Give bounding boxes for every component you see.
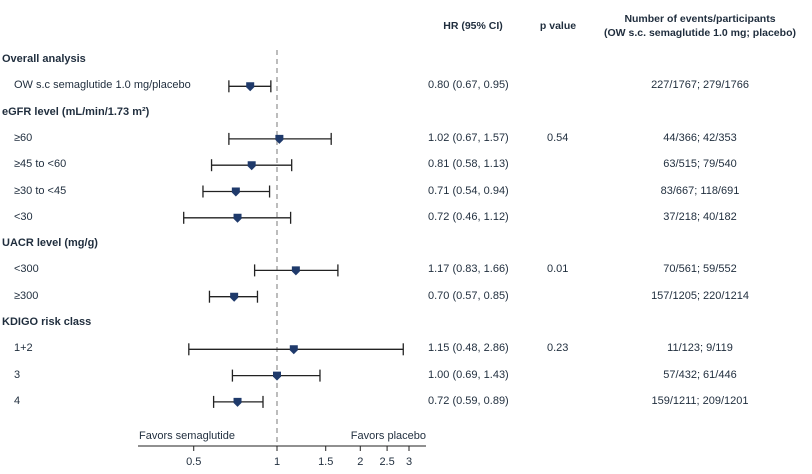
section-label: KDIGO risk class xyxy=(2,316,92,328)
hr-value: 0.72 (0.59, 0.89) xyxy=(428,394,509,407)
row-label: 1+2 xyxy=(14,342,33,355)
x-tick-label: 2 xyxy=(357,456,363,468)
row-label: 4 xyxy=(14,394,21,407)
events-value: 159/1211; 209/1201 xyxy=(651,394,749,407)
section-label: Overall analysis xyxy=(2,53,86,65)
x-tick-label: 3 xyxy=(406,456,412,468)
section-label: eGFR level (mL/min/1.73 m²) xyxy=(2,105,150,118)
events-value: 57/432; 61/446 xyxy=(663,368,737,381)
column-header-hr: HR (95% CI) xyxy=(443,20,503,32)
column-header-p-value: p value xyxy=(539,20,577,32)
favors-placebo-label: Favors placebo xyxy=(351,430,426,442)
section-label: UACR level (mg/g) xyxy=(2,237,98,250)
events-value: 227/1767; 279/1766 xyxy=(651,79,749,92)
hr-marker xyxy=(233,397,242,407)
hr-marker xyxy=(291,266,300,276)
hr-value: 1.00 (0.69, 1.43) xyxy=(428,368,509,381)
events-value: 44/366; 42/353 xyxy=(663,131,737,144)
events-value: 63/515; 79/540 xyxy=(663,158,737,171)
hr-marker xyxy=(231,187,240,197)
x-tick-label: 1 xyxy=(274,456,280,468)
hr-value: 0.71 (0.54, 0.94) xyxy=(428,184,509,197)
row-label: ≥300 xyxy=(14,289,39,302)
hr-marker xyxy=(246,82,255,92)
hr-value: 0.70 (0.57, 0.85) xyxy=(428,289,509,302)
hr-marker xyxy=(230,292,239,302)
p-value: 0.54 xyxy=(547,131,569,144)
x-tick-label: 1.5 xyxy=(318,456,333,468)
x-tick-label: 0.5 xyxy=(186,456,201,468)
hr-marker xyxy=(233,213,242,223)
events-value: 11/123; 9/119 xyxy=(667,342,733,355)
hr-marker xyxy=(289,345,298,355)
events-value: 157/1205; 220/1214 xyxy=(651,289,749,302)
events-value: 37/218; 40/182 xyxy=(663,210,737,223)
row-label: OW s.c semaglutide 1.0 mg/placebo xyxy=(14,79,191,92)
row-label: ≥60 xyxy=(14,131,33,144)
column-header-events-line1: Number of events/participants xyxy=(624,13,776,25)
events-value: 83/667; 118/691 xyxy=(660,184,740,197)
row-label: 3 xyxy=(14,368,21,381)
column-header-events-line2: (OW s.c. semaglutide 1.0 mg; placebo) xyxy=(604,27,796,39)
row-label: ≥45 to <60 xyxy=(14,158,67,171)
hr-value: 0.72 (0.46, 1.12) xyxy=(428,210,509,223)
hr-marker xyxy=(273,371,281,381)
row-label: <300 xyxy=(14,263,39,276)
hr-value: 0.81 (0.58, 1.13) xyxy=(428,158,509,171)
hr-marker xyxy=(275,134,284,144)
hr-value: 1.02 (0.67, 1.57) xyxy=(428,131,509,144)
hr-value: 0.80 (0.67, 0.95) xyxy=(428,79,509,92)
row-label: <30 xyxy=(14,210,33,223)
p-value: 0.23 xyxy=(547,342,569,355)
hr-marker xyxy=(247,161,256,171)
events-value: 70/561; 59/552 xyxy=(663,263,737,276)
row-label: ≥30 to <45 xyxy=(14,184,67,197)
hr-value: 1.15 (0.48, 2.86) xyxy=(428,342,509,355)
hr-value: 1.17 (0.83, 1.66) xyxy=(428,263,509,276)
p-value: 0.01 xyxy=(547,263,569,276)
favors-semaglutide-label: Favors semaglutide xyxy=(139,430,235,442)
x-tick-label: 2.5 xyxy=(379,456,394,468)
